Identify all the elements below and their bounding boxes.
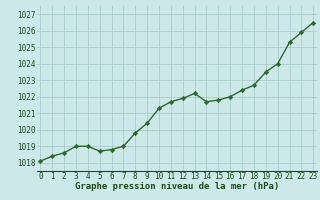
X-axis label: Graphe pression niveau de la mer (hPa): Graphe pression niveau de la mer (hPa) xyxy=(75,182,279,191)
